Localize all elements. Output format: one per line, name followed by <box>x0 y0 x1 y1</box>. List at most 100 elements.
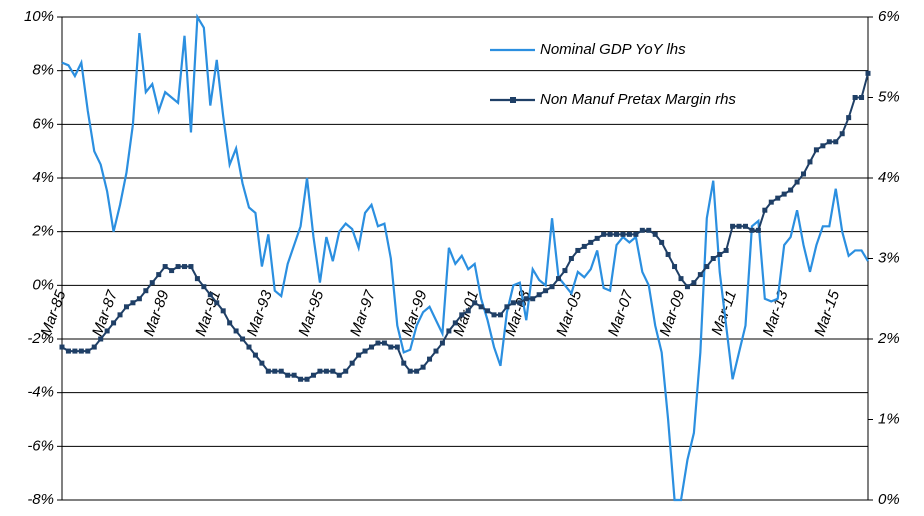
series-marker <box>433 348 439 354</box>
series-marker <box>839 131 845 137</box>
series-marker <box>781 191 787 197</box>
series-marker <box>801 171 807 177</box>
series-marker <box>736 223 742 229</box>
series-marker <box>349 360 355 366</box>
series-marker <box>317 368 323 374</box>
series-marker <box>472 300 478 306</box>
series-marker <box>659 239 665 245</box>
y-tick-label: 10% <box>24 8 54 25</box>
series-marker <box>220 308 226 314</box>
series-marker <box>194 276 200 282</box>
x-tick-label: Mar-05 <box>553 288 585 339</box>
series-marker <box>369 344 375 350</box>
series-marker <box>362 348 368 354</box>
series-marker <box>536 292 542 298</box>
series-marker <box>646 227 652 233</box>
series-marker <box>813 147 819 153</box>
y2-tick-label: 2% <box>877 330 900 347</box>
series-marker <box>497 312 503 318</box>
x-tick-label: Mar-95 <box>295 288 327 339</box>
series-marker <box>259 360 265 366</box>
series-marker <box>614 231 620 237</box>
series-marker <box>414 368 420 374</box>
series-marker <box>104 328 110 334</box>
y-tick-label: 2% <box>31 223 54 240</box>
y2-tick-label: 4% <box>878 169 900 186</box>
legend-label: Non Manuf Pretax Margin rhs <box>540 91 736 108</box>
y-tick-label: -2% <box>27 330 54 347</box>
series-marker <box>336 372 342 378</box>
series-marker <box>807 159 813 165</box>
series-marker <box>639 227 645 233</box>
series-marker <box>742 223 748 229</box>
series-marker <box>188 264 194 270</box>
series-marker <box>620 231 626 237</box>
series-marker <box>749 227 755 233</box>
series-marker <box>304 376 310 382</box>
x-tick-label: Mar-15 <box>811 288 843 339</box>
series-marker <box>717 251 723 257</box>
y2-tick-label: 0% <box>878 491 900 508</box>
series-marker <box>852 95 858 100</box>
series-marker <box>298 376 304 382</box>
series-marker <box>775 195 781 201</box>
y-tick-label: 8% <box>32 62 54 79</box>
series-marker <box>523 296 529 302</box>
series-marker <box>723 247 729 253</box>
series-marker <box>85 348 91 354</box>
series-marker <box>265 368 271 374</box>
series-marker <box>465 308 471 314</box>
series-marker <box>607 231 613 237</box>
series-marker <box>175 264 181 270</box>
series-marker <box>156 272 162 278</box>
series-marker <box>691 280 697 286</box>
series-marker <box>65 348 71 354</box>
y2-tick-label: 5% <box>878 88 900 105</box>
series-marker <box>427 356 433 362</box>
x-tick-label: Mar-89 <box>141 288 173 339</box>
series-marker <box>323 368 329 374</box>
series-marker <box>820 143 826 149</box>
series-marker <box>240 336 246 342</box>
y2-tick-label: 1% <box>878 410 900 427</box>
series-marker <box>310 372 316 378</box>
series-marker <box>543 288 549 294</box>
series-marker <box>762 207 768 213</box>
y2-tick-label: 3% <box>878 249 900 266</box>
series-marker <box>594 235 600 241</box>
series-marker <box>697 272 703 278</box>
series-marker <box>91 344 97 350</box>
series-marker <box>865 70 871 76</box>
series-marker <box>143 288 149 294</box>
series-marker <box>420 364 426 370</box>
y-tick-label: 6% <box>32 115 54 132</box>
series-marker <box>356 352 362 358</box>
series-marker <box>130 300 136 306</box>
series-marker <box>626 231 632 237</box>
series-marker <box>227 320 233 326</box>
series-marker <box>233 328 239 334</box>
series-marker <box>588 239 594 245</box>
y-tick-label: -8% <box>27 491 54 508</box>
series-marker <box>581 243 587 249</box>
series-marker <box>794 179 800 185</box>
series-marker <box>517 300 523 306</box>
series-marker <box>207 292 213 298</box>
series-marker <box>291 372 297 378</box>
x-tick-label: Mar-85 <box>37 288 69 339</box>
series-marker <box>672 264 678 270</box>
series-marker <box>710 256 716 261</box>
series-marker <box>491 312 497 318</box>
series-marker <box>343 368 349 374</box>
series-marker <box>678 276 684 282</box>
y-tick-label: 0% <box>32 276 54 293</box>
series-marker <box>755 227 761 233</box>
series-marker <box>510 300 516 306</box>
series-marker <box>549 284 555 290</box>
series-marker <box>272 368 278 374</box>
series-marker <box>555 276 561 282</box>
series-marker <box>98 336 104 342</box>
y-tick-label: -6% <box>27 437 54 454</box>
series-marker <box>459 312 465 318</box>
